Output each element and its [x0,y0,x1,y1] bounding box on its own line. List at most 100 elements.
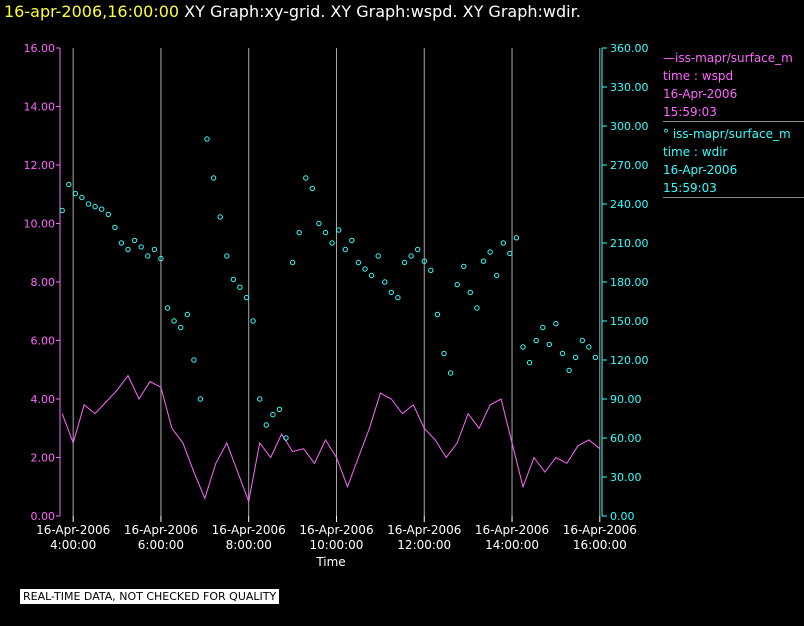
x-tick-label-date-2: 16-Apr-2006 [212,523,286,537]
wdir-point-16 [164,305,171,311]
wdir-series [59,136,599,441]
wdir-point-20 [191,357,197,363]
wdir-point-52 [401,259,408,266]
wdir-point-6 [99,206,105,212]
wdir-point-34 [283,435,289,441]
wdir-point-44 [349,237,355,244]
left-tick-label-2: 4.00 [31,393,56,406]
left-tick-label-1: 2.00 [31,452,56,465]
wdir-point-25 [224,253,230,259]
wdir-point-71 [526,359,533,366]
wdir-point-60 [454,281,460,288]
wdir-point-51 [395,294,401,301]
legend-wdir-source: ° iss-mapr/surface_m [663,127,791,141]
wdir-point-39 [316,220,322,227]
left-tick-label-0: 0.00 [31,510,56,523]
wdir-point-48 [375,253,381,259]
wdir-point-74 [546,341,552,348]
wdir-point-30 [257,396,263,402]
legend-wspd-date: 16-Apr-2006 [663,87,738,101]
right-tick-label-2: 60.00 [610,432,642,445]
wdir-point-13 [145,253,151,259]
wdir-point-10 [125,246,131,253]
wdir-point-54 [415,246,421,253]
x-tick-label-time-2: 8:00:00 [226,538,272,552]
wdir-point-27 [237,284,243,290]
legend-wspd-time: 15:59:03 [663,105,717,119]
x-tick-label-time-3: 10:00:00 [310,538,364,552]
wdir-point-5 [92,203,98,210]
left-tick-label-8: 16.00 [24,42,56,55]
x-tick-label-date-6: 16-Apr-2006 [563,523,637,537]
wdir-point-43 [342,246,348,253]
x-tick-label-date-0: 16-Apr-2006 [36,523,110,537]
right-tick-label-7: 210.00 [610,237,649,250]
x-tick-label-date-3: 16-Apr-2006 [299,523,373,537]
x-tick-label-time-1: 6:00:00 [138,538,184,552]
right-tick-label-6: 180.00 [610,276,649,289]
wdir-point-9 [118,240,125,246]
wdir-point-29 [250,318,256,324]
wdir-point-73 [540,324,546,331]
wspd-series [61,374,601,504]
wdir-point-38 [309,185,315,192]
grid-layer [72,48,601,516]
wdir-point-78 [573,354,579,361]
wdir-point-35 [289,259,296,266]
wdir-point-11 [131,237,138,244]
wdir-point-67 [500,240,506,246]
wdir-point-77 [566,367,572,374]
x-tick-label-time-6: 16:00:00 [573,538,627,552]
wspd-line [61,374,601,504]
wdir-point-3 [79,194,85,201]
legend-entry-wspd: —iss-mapr/surface_m time : wspd 16-Apr-2… [663,46,804,122]
right-tick-label-3: 90.00 [610,393,642,406]
wdir-point-40 [322,229,329,236]
wdir-point-7 [105,211,112,218]
x-tick-label-date-1: 16-Apr-2006 [124,523,198,537]
chart-title: 16-apr-2006,16:00:00 XY Graph:xy-grid. X… [4,2,581,21]
wdir-point-2 [72,190,79,197]
wdir-point-46 [362,266,368,272]
wdir-point-72 [533,337,539,344]
wdir-point-17 [171,318,177,324]
left-tick-label-6: 12.00 [24,159,56,172]
left-tick-label-7: 14.00 [24,101,56,114]
left-tick-label-5: 10.00 [24,218,56,231]
wdir-point-22 [204,136,210,142]
right-tick-label-1: 30.00 [610,471,642,484]
right-tick-label-12: 360.00 [610,42,649,55]
right-tick-label-8: 240.00 [610,198,649,211]
wdir-point-0 [59,207,65,214]
wdir-point-33 [276,406,283,413]
wdir-point-37 [303,175,309,181]
wdir-point-56 [428,267,434,273]
wdir-point-36 [296,229,302,236]
axis-layer: 16-Apr-20064:00:0016-Apr-20066:00:0016-A… [24,42,649,552]
wdir-point-75 [553,320,559,327]
x-tick-label-time-0: 4:00:00 [50,538,96,552]
wdir-point-24 [217,214,223,220]
wdir-point-81 [592,354,599,361]
wdir-point-59 [447,370,454,376]
wdir-point-31 [263,422,269,428]
wdir-point-18 [178,324,184,331]
right-tick-label-9: 270.00 [610,159,649,172]
right-tick-label-10: 300.00 [610,120,649,133]
wdir-point-61 [461,263,467,270]
right-tick-label-4: 120.00 [610,354,649,367]
wdir-point-70 [520,344,526,350]
wdir-point-63 [474,305,480,311]
wdir-point-76 [559,350,566,357]
wdir-point-49 [382,279,388,285]
wdir-point-1 [66,181,72,188]
legend-wspd-var: time : wspd [663,69,734,83]
legend-wspd-source: —iss-mapr/surface_m [663,51,793,65]
wdir-point-66 [494,272,500,279]
wdir-point-69 [513,235,520,241]
x-tick-label-date-4: 16-Apr-2006 [387,523,461,537]
wdir-point-26 [230,276,237,283]
wdir-point-62 [467,289,473,296]
right-tick-label-11: 330.00 [610,81,649,94]
